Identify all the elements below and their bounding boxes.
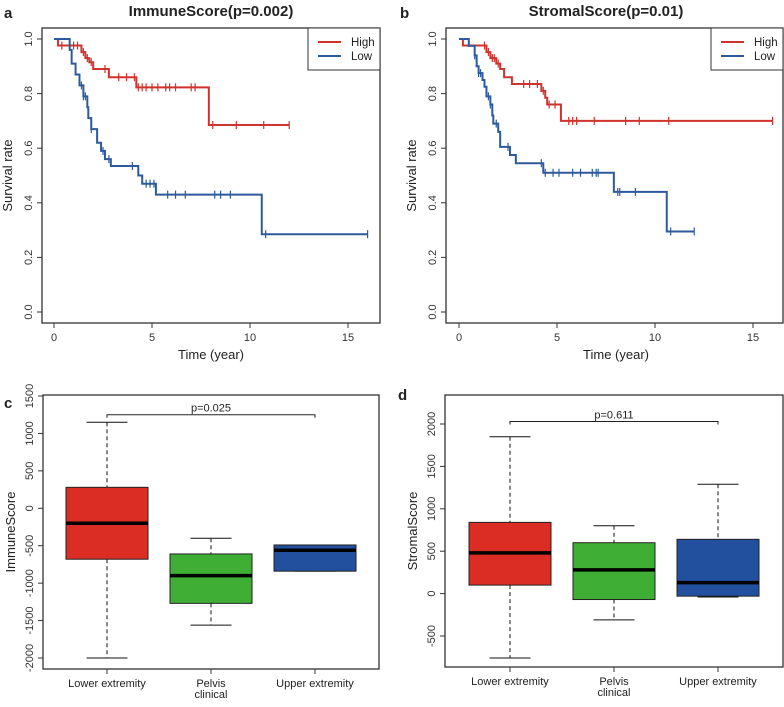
panel-label: a [4,5,13,22]
legend-label: High [754,37,778,49]
panel-b: b StromalScore(p=0.01) 0 5 10 15 Time (year) 0.… [400,3,784,362]
chart-title: StromalScore(p=0.01) [529,3,684,20]
significance-bracket [106,414,316,418]
x-tick-label: 0 [51,332,57,344]
y-tick-label: -1000 [24,569,36,597]
p-value-label: p=0.611 [594,409,633,421]
y-tick-label: 0.0 [23,304,35,319]
x-tick-label: 5 [149,332,155,344]
x-category-label: Upper extremity [276,678,354,690]
y-tick-label: -500 [426,625,438,647]
km-curve-low [54,38,368,236]
box [169,553,253,604]
km-curve-low [459,38,695,233]
panel-label: c [4,395,12,412]
y-tick-label: 0.6 [427,141,439,156]
panel-c: c 1500 1000 500 0 -500 -1000 -1500 -2000 ImmuneSc… [3,384,380,701]
y-axis-label: Survival rate [0,139,15,211]
y-tick-label: 0.2 [23,250,35,265]
x-axis-label: Time (year) [178,347,244,362]
y-tick-label: 0.8 [427,86,439,101]
p-value-label: p=0.025 [191,403,231,415]
x-category-label: Lower extremity [471,676,549,688]
x-category-label: clinical [194,689,227,701]
legend-label: High [351,37,375,49]
x-category-label: Upper extremity [679,676,757,688]
y-axis-label: Survival rate [404,139,419,211]
legend-label: Low [754,51,776,63]
y-axis-label: ImmuneScore [3,492,18,573]
legend-box [307,27,381,71]
y-axis-label: StromalScore [405,492,420,571]
y-tick-label: 0.0 [427,304,439,319]
legend-label: Low [351,51,373,63]
y-tick-label: 1500 [24,384,36,408]
y-tick-label: 0.8 [23,86,35,101]
x-tick-label: 10 [244,332,256,344]
y-tick-label: 0 [426,591,438,597]
chart-title: ImmuneScore(p=0.002) [129,3,294,20]
y-tick-label: 0.6 [23,141,35,156]
panel-a: a ImmuneScore(p=0.002) 0 5 10 15 Time (year) 0.… [0,3,381,362]
box [676,538,760,597]
x-category-label: Pelvis [196,678,226,690]
plot-frame [41,27,381,324]
x-tick-label: 10 [649,332,661,344]
y-tick-label: 2000 [426,412,438,436]
y-tick-label: 0.4 [427,195,439,210]
significance-bracket [509,420,719,425]
x-tick-label: 15 [747,332,759,344]
x-tick-label: 0 [456,332,462,344]
y-tick-label: 1.0 [427,31,439,46]
y-tick-label: -1500 [24,607,36,635]
legend-box [710,27,784,71]
panel-label: b [400,5,409,22]
panel-d: d 2000 1500 1000 500 0 -500 StromalScore Lower e… [398,387,784,699]
y-tick-label: 1000 [426,497,438,521]
y-tick-label: 0 [24,505,36,511]
x-category-label: Pelvis [599,676,629,688]
y-tick-label: 1500 [426,454,438,478]
panel-label: d [398,387,407,404]
y-tick-label: 500 [24,462,36,480]
x-category-label: clinical [597,687,630,699]
x-category-label: Lower extremity [68,678,146,690]
x-tick-label: 15 [342,332,354,344]
x-axis-label: Time (year) [583,347,649,362]
y-tick-label: -2000 [24,644,36,672]
y-tick-label: -500 [24,535,36,557]
y-tick-label: 500 [426,542,438,560]
y-tick-label: 0.2 [427,250,439,265]
x-tick-label: 5 [554,332,560,344]
km-curve-high [459,38,773,122]
y-tick-label: 1000 [24,421,36,445]
y-tick-label: 0.4 [23,195,35,210]
y-tick-label: 1.0 [23,31,35,46]
plot-frame [445,27,784,324]
